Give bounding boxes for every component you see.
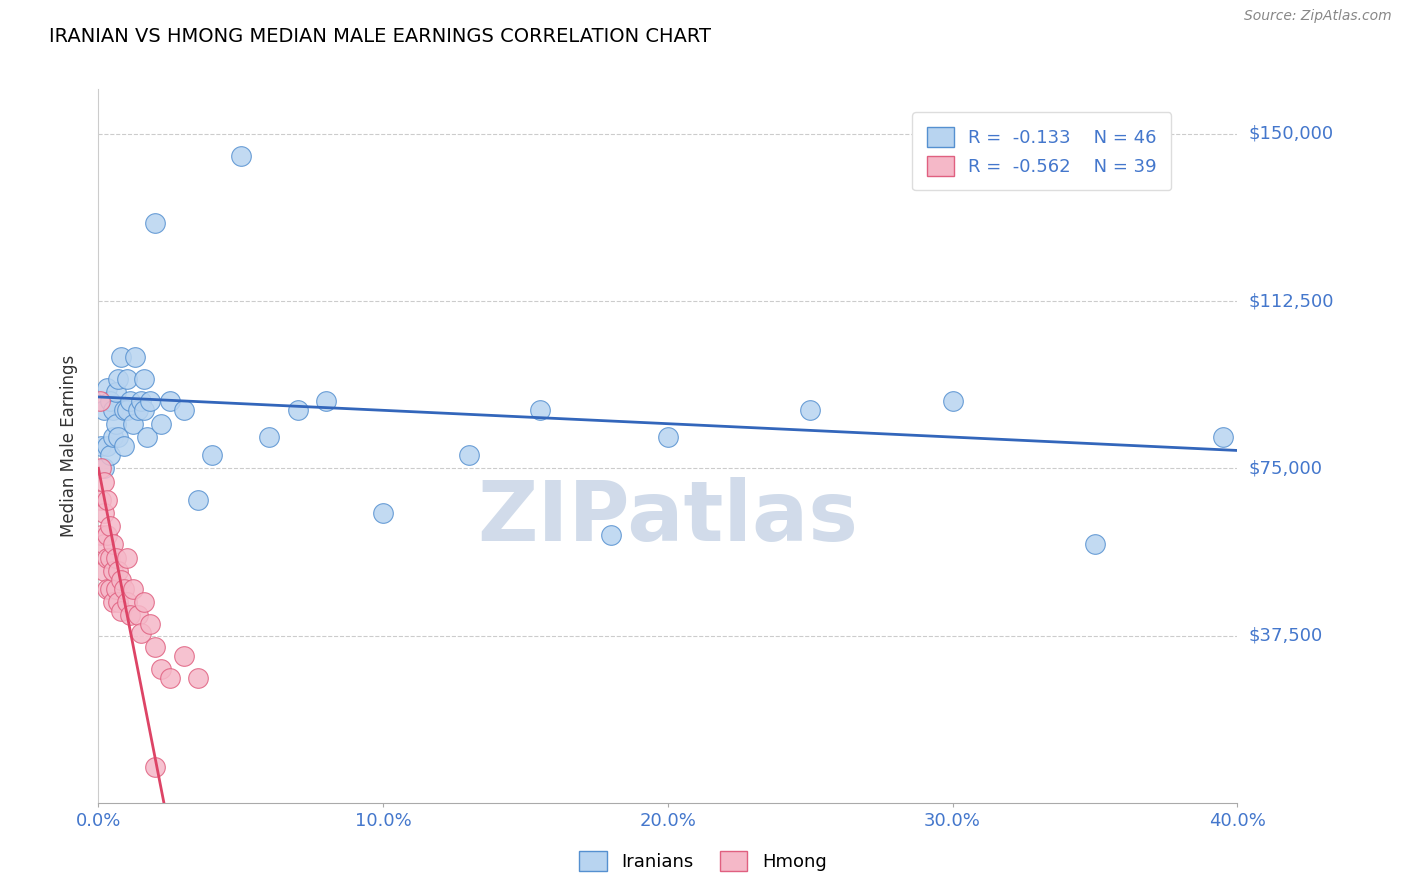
Point	[98, 582, 121, 596]
Point	[173, 403, 195, 417]
Point	[115, 595, 138, 609]
Point	[107, 595, 129, 609]
Point	[112, 403, 135, 417]
Point	[132, 595, 155, 609]
Point	[127, 608, 149, 623]
Point	[145, 760, 167, 774]
Point	[93, 537, 115, 551]
Point	[229, 149, 252, 163]
Point	[129, 626, 152, 640]
Point	[135, 430, 157, 444]
Point	[132, 372, 155, 386]
Point	[104, 550, 127, 565]
Point	[89, 394, 111, 409]
Point	[118, 394, 141, 409]
Point	[107, 564, 129, 578]
Point	[90, 439, 112, 453]
Point	[457, 448, 479, 462]
Point	[90, 461, 112, 475]
Point	[187, 492, 209, 507]
Text: IRANIAN VS HMONG MEDIAN MALE EARNINGS CORRELATION CHART: IRANIAN VS HMONG MEDIAN MALE EARNINGS CO…	[49, 27, 711, 45]
Point	[138, 617, 160, 632]
Point	[101, 537, 124, 551]
Text: $37,500: $37,500	[1249, 626, 1323, 645]
Point	[799, 403, 821, 417]
Point	[93, 564, 115, 578]
Point	[187, 671, 209, 685]
Point	[1084, 537, 1107, 551]
Point	[96, 528, 118, 542]
Point	[96, 582, 118, 596]
Point	[150, 662, 173, 676]
Point	[201, 448, 224, 462]
Text: $75,000: $75,000	[1249, 459, 1323, 477]
Point	[657, 430, 679, 444]
Point	[107, 372, 129, 386]
Point	[107, 430, 129, 444]
Point	[104, 385, 127, 400]
Point	[112, 582, 135, 596]
Point	[373, 506, 395, 520]
Point	[129, 394, 152, 409]
Point	[121, 417, 143, 431]
Point	[145, 640, 167, 654]
Point	[101, 595, 124, 609]
Point	[115, 372, 138, 386]
Point	[110, 604, 132, 618]
Point	[173, 648, 195, 663]
Point	[96, 381, 118, 395]
Legend: R =  -0.133    N = 46, R =  -0.562    N = 39: R = -0.133 N = 46, R = -0.562 N = 39	[912, 112, 1171, 190]
Point	[132, 403, 155, 417]
Point	[93, 461, 115, 475]
Point	[101, 564, 124, 578]
Point	[315, 394, 337, 409]
Point	[121, 582, 143, 596]
Y-axis label: Median Male Earnings: Median Male Earnings	[60, 355, 79, 537]
Point	[93, 403, 115, 417]
Point	[124, 350, 146, 364]
Point	[115, 403, 138, 417]
Point	[942, 394, 965, 409]
Point	[529, 403, 551, 417]
Point	[110, 573, 132, 587]
Point	[98, 448, 121, 462]
Point	[159, 394, 181, 409]
Point	[96, 439, 118, 453]
Point	[93, 506, 115, 520]
Point	[127, 403, 149, 417]
Point	[112, 439, 135, 453]
Point	[1212, 430, 1234, 444]
Point	[101, 403, 124, 417]
Point	[138, 394, 160, 409]
Point	[118, 608, 141, 623]
Point	[115, 550, 138, 565]
Point	[110, 350, 132, 364]
Point	[90, 492, 112, 507]
Point	[150, 417, 173, 431]
Point	[90, 528, 112, 542]
Point	[98, 519, 121, 533]
Point	[159, 671, 181, 685]
Point	[93, 475, 115, 489]
Text: $112,500: $112,500	[1249, 292, 1334, 310]
Text: Source: ZipAtlas.com: Source: ZipAtlas.com	[1244, 9, 1392, 23]
Point	[259, 430, 281, 444]
Text: $150,000: $150,000	[1249, 125, 1333, 143]
Text: ZIPatlas: ZIPatlas	[478, 477, 858, 558]
Point	[104, 582, 127, 596]
Point	[600, 528, 623, 542]
Point	[145, 216, 167, 230]
Point	[98, 394, 121, 409]
Point	[101, 430, 124, 444]
Point	[96, 492, 118, 507]
Point	[287, 403, 309, 417]
Point	[96, 550, 118, 565]
Point	[98, 550, 121, 565]
Legend: Iranians, Hmong: Iranians, Hmong	[572, 844, 834, 879]
Point	[104, 417, 127, 431]
